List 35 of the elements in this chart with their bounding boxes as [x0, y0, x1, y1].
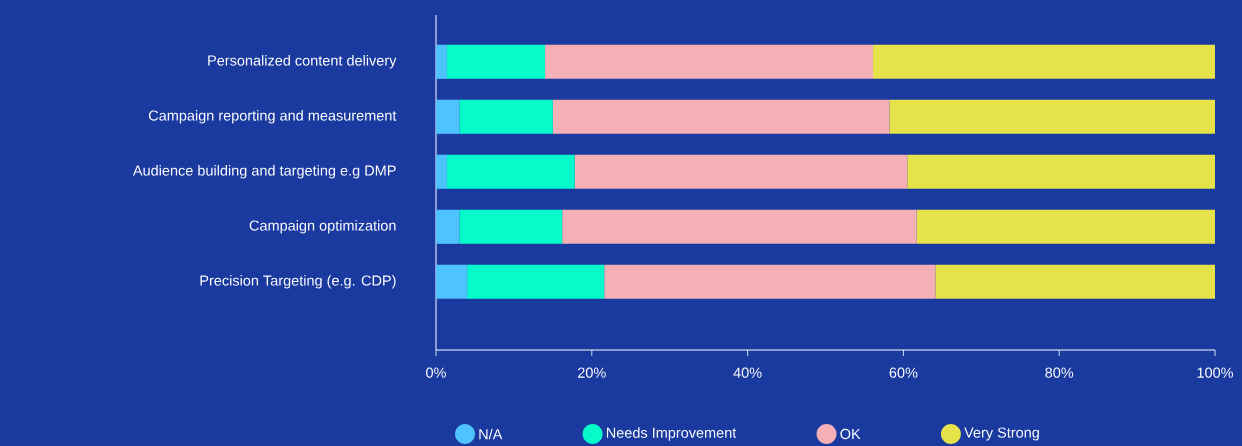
x-tick-label: 20% — [578, 367, 606, 378]
x-tick-label: 40% — [733, 367, 762, 378]
bar — [545, 44, 874, 79]
x-tick-label: 0% — [426, 367, 446, 378]
bar — [604, 264, 936, 299]
x-tick-label: 80% — [1045, 367, 1074, 378]
y-tick-label: Personalized content delivery — [208, 55, 397, 69]
bar — [907, 154, 1216, 189]
legend-label: Very Strong — [964, 427, 1039, 441]
x-tick-label: 60% — [889, 367, 918, 378]
bar — [459, 209, 563, 244]
x-tick-label: 100% — [1197, 367, 1234, 378]
y-tick-label: Campaign optimization — [249, 220, 396, 234]
bar — [916, 209, 1216, 244]
bar — [562, 209, 917, 244]
bar — [446, 44, 546, 79]
legend-label: N/A — [479, 428, 503, 440]
y-tick-label: Campaign reporting and measurement — [148, 110, 397, 124]
legend-label: Needs Improvement — [606, 427, 737, 441]
y-tick-label: Audience building and targeting e.g DMP — [132, 165, 396, 179]
bar — [436, 154, 447, 189]
bar — [889, 99, 1216, 134]
bar — [459, 99, 553, 134]
bar — [436, 99, 460, 134]
bar — [436, 209, 460, 244]
bar — [552, 99, 890, 134]
bar — [436, 44, 447, 79]
bar — [574, 154, 908, 189]
bar — [873, 44, 1216, 79]
bar — [446, 154, 575, 189]
bar — [935, 264, 1216, 299]
legend-label: OK — [840, 428, 861, 440]
bar — [467, 264, 605, 299]
y-tick-label: Precision Targeting (e.g. CDP) — [200, 275, 396, 289]
bar — [436, 264, 468, 299]
